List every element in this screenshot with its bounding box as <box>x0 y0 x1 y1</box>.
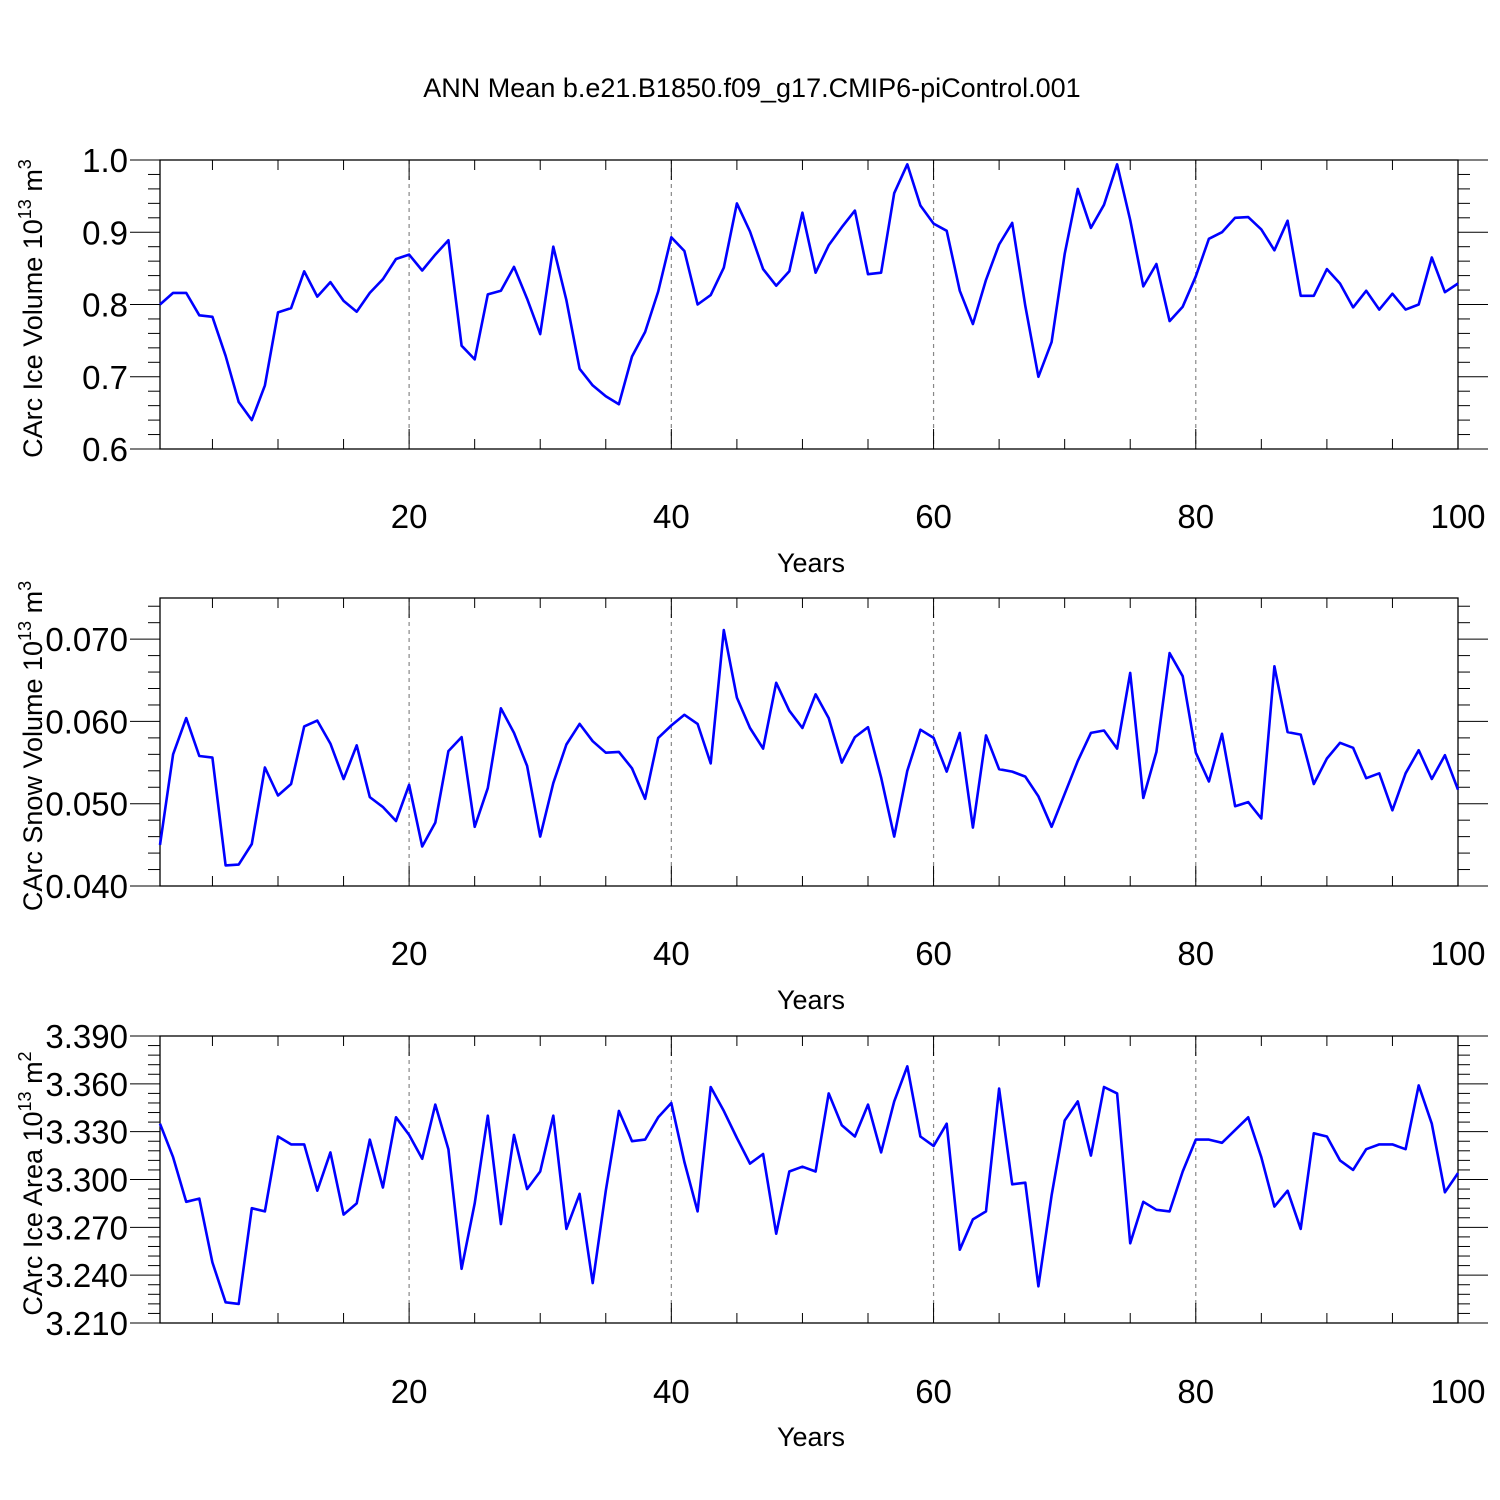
y-axis-label-exponent: 13 <box>15 1091 35 1111</box>
x-tick-label: 100 <box>1430 935 1485 972</box>
y-tick-label: 1.0 <box>82 142 128 179</box>
x-tick-label: 80 <box>1177 498 1214 535</box>
y-tick-label: 3.210 <box>45 1305 128 1342</box>
x-axis-label: Years <box>777 985 845 1015</box>
x-axis-label: Years <box>777 548 845 578</box>
y-axis-label-text: CArc Ice Area 10 <box>18 1111 48 1315</box>
chart-panel-3: 20 40 60 80 100 3.210 3.240 3.270 3.300 3.330 3.36… <box>15 1018 1488 1452</box>
y-tick-label: 3.240 <box>45 1257 128 1294</box>
x-tick-label: 40 <box>653 1373 690 1410</box>
y-tick-label: 3.390 <box>45 1018 128 1055</box>
x-tick-label: 60 <box>915 1373 952 1410</box>
y-axis-label-unit-exponent: 2 <box>15 1051 35 1061</box>
figure-title: ANN Mean b.e21.B1850.f09_g17.CMIP6-piCon… <box>423 73 1080 103</box>
y-axis-label-unit-exponent: 3 <box>15 581 35 591</box>
y-tick-label: 0.9 <box>82 214 128 251</box>
y-axis-label: CArc Snow Volume 1013 m3 <box>15 581 48 911</box>
x-tick-label: 60 <box>915 498 952 535</box>
x-tick-label: 40 <box>653 935 690 972</box>
x-tick-label: 80 <box>1177 935 1214 972</box>
series-line <box>158 1065 1460 1306</box>
x-tick-label: 20 <box>391 1373 428 1410</box>
x-tick-label: 20 <box>391 498 428 535</box>
y-tick-label: 3.360 <box>45 1066 128 1103</box>
y-tick-label: 3.270 <box>45 1209 128 1246</box>
y-axis-label: CArc Ice Area 1013 m2 <box>15 1051 48 1315</box>
x-tick-label: 60 <box>915 935 952 972</box>
x-tick-label: 20 <box>391 935 428 972</box>
y-tick-label: 0.7 <box>82 359 128 396</box>
y-tick-label: 3.330 <box>45 1114 128 1151</box>
plot-frame <box>159 597 1459 887</box>
x-tick-label: 100 <box>1430 498 1485 535</box>
x-tick-label: 40 <box>653 498 690 535</box>
x-axis-label: Years <box>777 1422 845 1452</box>
y-tick-label: 0.060 <box>45 703 128 740</box>
plot-frame <box>159 1035 1459 1324</box>
y-tick-label: 0.6 <box>82 431 128 468</box>
y-axis-label-exponent: 13 <box>15 199 35 219</box>
chart-panel-2: 20 40 60 80 100 0.040 0.050 0.060 0.070 Years CArc… <box>15 581 1488 1015</box>
x-tick-label: 80 <box>1177 1373 1214 1410</box>
y-tick-label: 0.050 <box>45 786 128 823</box>
y-tick-label: 0.040 <box>45 868 128 905</box>
y-axis-label-text: CArc Ice Volume 10 <box>18 219 48 458</box>
series-line <box>158 628 1460 867</box>
y-axis-label-unit: m <box>18 169 48 199</box>
y-axis-label-exponent: 13 <box>15 621 35 641</box>
y-tick-label: 0.8 <box>82 287 128 324</box>
series-line <box>159 163 1459 422</box>
y-axis-label-unit: m <box>18 1061 48 1091</box>
y-tick-label: 3.300 <box>45 1162 128 1199</box>
y-axis-label-text: CArc Snow Volume 10 <box>18 641 48 911</box>
y-axis-label-unit: m <box>18 591 48 621</box>
y-axis-label: CArc Ice Volume 1013 m3 <box>15 159 48 458</box>
y-axis-label-unit-exponent: 3 <box>15 159 35 169</box>
plot-frame <box>159 159 1459 450</box>
y-tick-label: 0.070 <box>45 621 128 658</box>
x-tick-label: 100 <box>1430 1373 1485 1410</box>
chart-panel-1: 20 40 60 80 100 0.6 0.7 0.8 0.9 1.0 Years CArc Ice … <box>15 142 1488 578</box>
